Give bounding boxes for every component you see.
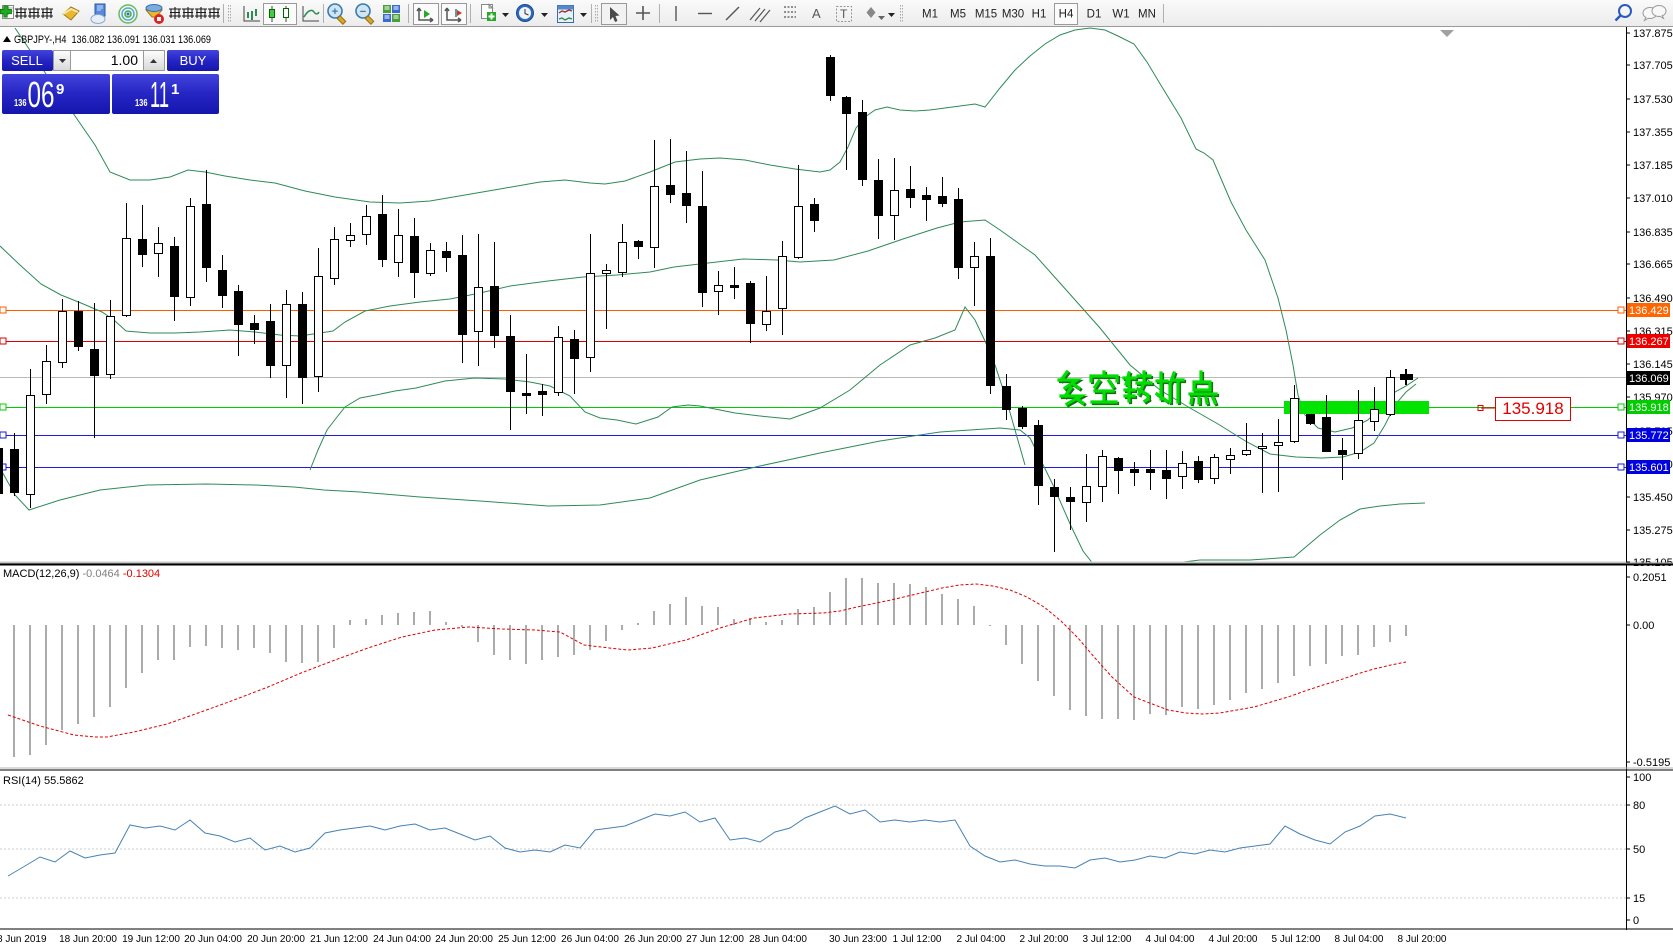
svg-text:19 Jun 12:00: 19 Jun 12:00 (122, 934, 180, 945)
svg-text:100: 100 (1633, 772, 1651, 784)
svg-text:25 Jun 12:00: 25 Jun 12:00 (498, 934, 556, 945)
svg-text:−: − (360, 6, 366, 18)
svg-text:26 Jun 04:00: 26 Jun 04:00 (561, 934, 619, 945)
svg-text:135.275: 135.275 (1633, 525, 1673, 537)
svg-text:136.429: 136.429 (1629, 305, 1669, 317)
svg-text:+: + (332, 6, 338, 18)
svg-text:136.490: 136.490 (1633, 293, 1673, 305)
svg-text:21 Jun 12:00: 21 Jun 12:00 (310, 934, 368, 945)
svg-text:2 Jul 20:00: 2 Jul 20:00 (1020, 934, 1069, 945)
svg-text:RSI(14) 55.5862: RSI(14) 55.5862 (3, 775, 84, 787)
svg-text:136: 136 (14, 97, 27, 109)
svg-text:M15: M15 (975, 9, 997, 21)
svg-text:MACD(12,26,9) -0.0464 -0.1304: MACD(12,26,9) -0.0464 -0.1304 (3, 568, 160, 580)
svg-text:30 Jun 23:00: 30 Jun 23:00 (829, 934, 887, 945)
svg-text:137.355: 137.355 (1633, 127, 1673, 139)
svg-text:4 Jul 04:00: 4 Jul 04:00 (1146, 934, 1195, 945)
svg-text:50: 50 (1633, 844, 1645, 856)
svg-text:GBPJPY-,H4 136.082 136.091 13: GBPJPY-,H4 136.082 136.091 136.031 136.0… (14, 34, 211, 46)
svg-text:136.145: 136.145 (1633, 359, 1673, 371)
svg-text:20 Jun 04:00: 20 Jun 04:00 (184, 934, 242, 945)
svg-text:28 Jun 04:00: 28 Jun 04:00 (749, 934, 807, 945)
svg-text:D1: D1 (1087, 9, 1102, 21)
svg-text:136.069: 136.069 (1629, 373, 1669, 385)
svg-text:15: 15 (1633, 893, 1645, 905)
svg-text:135.772: 135.772 (1629, 430, 1669, 442)
svg-text:18 Jun 20:00: 18 Jun 20:00 (59, 934, 117, 945)
svg-text:135.918: 135.918 (1502, 399, 1563, 418)
svg-text:T: T (840, 7, 848, 21)
svg-text:5 Jul 12:00: 5 Jul 12:00 (1272, 934, 1321, 945)
svg-text:0: 0 (1633, 915, 1639, 927)
svg-text:136.835: 136.835 (1633, 227, 1673, 239)
svg-text:26 Jun 20:00: 26 Jun 20:00 (624, 934, 682, 945)
svg-text:24 Jun 20:00: 24 Jun 20:00 (435, 934, 493, 945)
svg-text:MN: MN (1138, 9, 1156, 21)
svg-text:-0.5195: -0.5195 (1633, 757, 1670, 769)
svg-text:0.00: 0.00 (1633, 620, 1654, 632)
svg-text:136: 136 (135, 97, 148, 109)
svg-text:135.918: 135.918 (1629, 402, 1669, 414)
svg-text:H1: H1 (1032, 9, 1047, 21)
svg-text:135.450: 135.450 (1633, 492, 1673, 504)
svg-text:137.010: 137.010 (1633, 193, 1673, 205)
svg-text:8 Jul 20:00: 8 Jul 20:00 (1398, 934, 1447, 945)
svg-text:M5: M5 (950, 9, 966, 21)
svg-text:A: A (812, 6, 821, 21)
svg-text:2 Jul 04:00: 2 Jul 04:00 (957, 934, 1006, 945)
svg-text:H4: H4 (1059, 9, 1074, 21)
svg-text:24 Jun 04:00: 24 Jun 04:00 (373, 934, 431, 945)
svg-text:136.267: 136.267 (1629, 336, 1669, 348)
svg-text:137.530: 137.530 (1633, 94, 1673, 106)
svg-text:9: 9 (56, 81, 64, 98)
svg-text:1.00: 1.00 (111, 52, 138, 68)
svg-text:137.705: 137.705 (1633, 60, 1673, 72)
svg-text:BUY: BUY (180, 53, 207, 68)
svg-text:4 Jul 20:00: 4 Jul 20:00 (1209, 934, 1258, 945)
svg-text:06: 06 (28, 74, 55, 115)
svg-text:135.601: 135.601 (1629, 462, 1669, 474)
svg-text:1: 1 (171, 81, 179, 98)
svg-text:27 Jun 12:00: 27 Jun 12:00 (686, 934, 744, 945)
svg-text:3 Jul 12:00: 3 Jul 12:00 (1083, 934, 1132, 945)
svg-text:18 Jun 2019: 18 Jun 2019 (0, 934, 47, 945)
svg-text:136.665: 136.665 (1633, 259, 1673, 271)
svg-text:80: 80 (1633, 800, 1645, 812)
svg-text:0.2051: 0.2051 (1633, 572, 1667, 584)
svg-text:SELL: SELL (11, 53, 43, 68)
svg-text:W1: W1 (1112, 9, 1129, 21)
svg-text:8 Jul 04:00: 8 Jul 04:00 (1335, 934, 1384, 945)
svg-text:M1: M1 (922, 9, 938, 21)
svg-text:137.875: 137.875 (1633, 28, 1673, 40)
svg-text:137.185: 137.185 (1633, 160, 1673, 172)
svg-text:M30: M30 (1002, 9, 1024, 21)
svg-text:11: 11 (150, 74, 169, 115)
svg-text:20 Jun 20:00: 20 Jun 20:00 (247, 934, 305, 945)
svg-text:1 Jul 12:00: 1 Jul 12:00 (893, 934, 942, 945)
